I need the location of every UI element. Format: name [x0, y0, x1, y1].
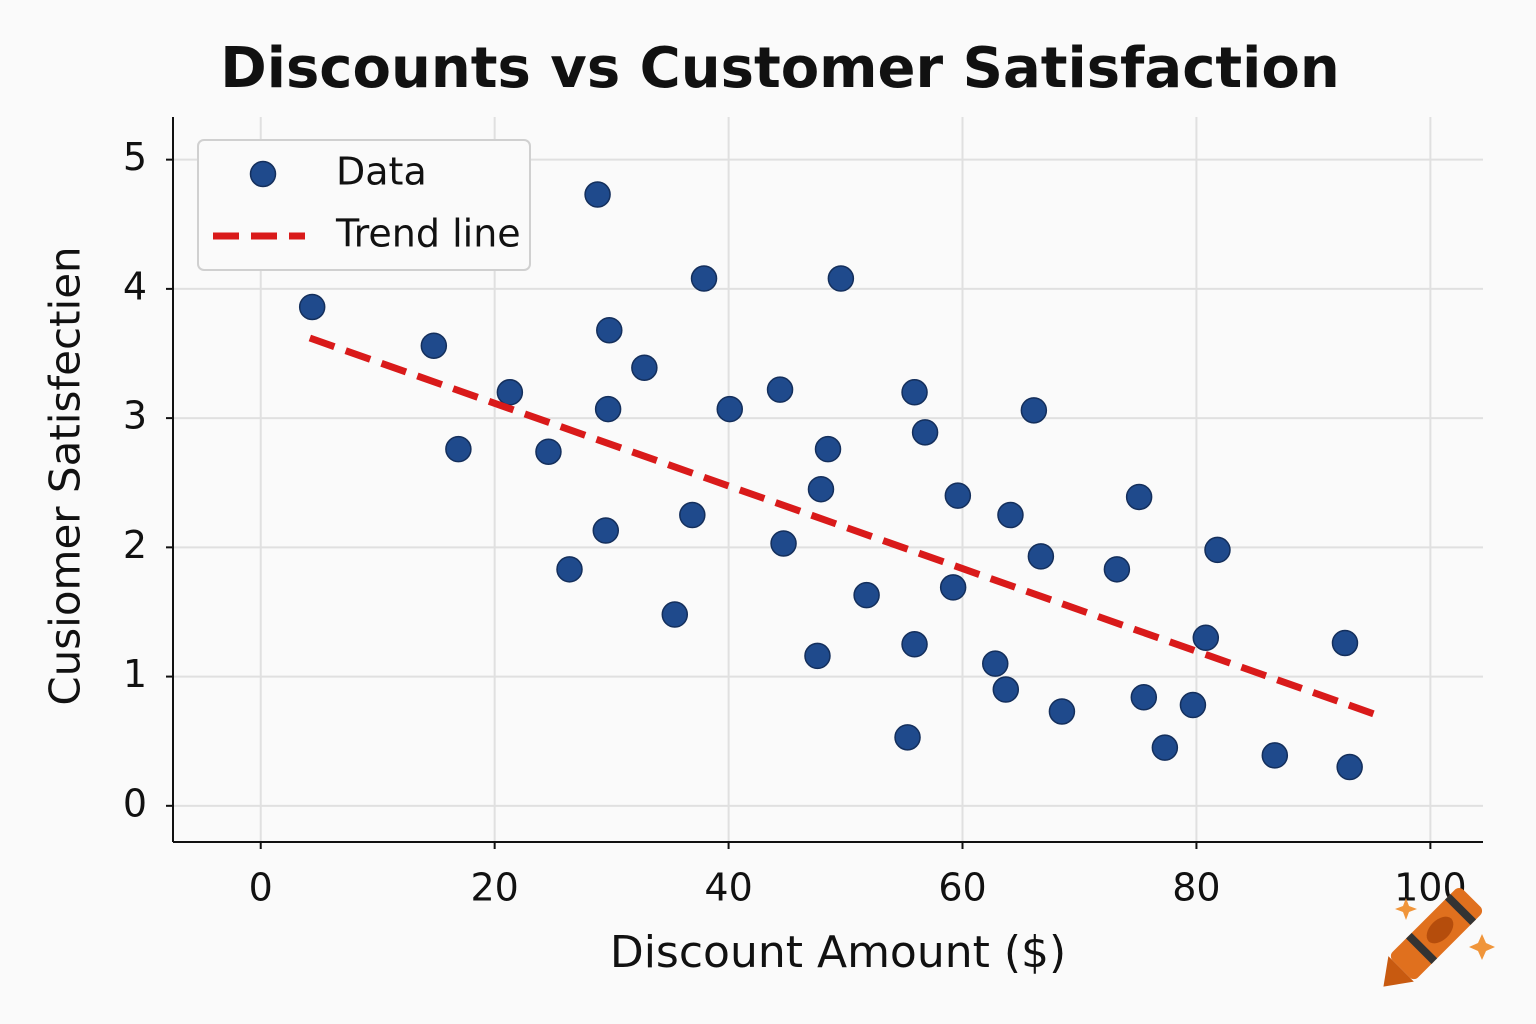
x-tick-label: 0	[249, 866, 273, 910]
data-point	[901, 631, 928, 658]
x-tick-label: 60	[938, 866, 986, 910]
data-point	[1204, 536, 1231, 564]
data-point	[853, 581, 880, 609]
x-tick-label: 20	[470, 866, 518, 910]
y-tick-label: 3	[123, 394, 147, 438]
data-point	[1192, 624, 1220, 652]
crayon-icon	[1383, 887, 1483, 987]
data-point	[592, 517, 620, 544]
y-tick-label: 1	[123, 652, 147, 696]
data-point	[1261, 742, 1289, 769]
x-tick-label: 40	[704, 866, 752, 910]
data-point	[997, 501, 1024, 529]
data-point	[1048, 698, 1076, 725]
chart-title: Discounts vs Customer Satisfaction	[220, 36, 1339, 101]
data-point	[716, 395, 743, 423]
data-point	[982, 650, 1009, 677]
data-point	[770, 530, 797, 557]
y-tick-label: 5	[123, 135, 147, 179]
legend-label: Trend line	[335, 212, 521, 256]
y-tick-label: 4	[123, 264, 147, 308]
data-point	[661, 601, 689, 628]
sparkle	[1395, 898, 1417, 920]
y-tick-label: 0	[123, 781, 147, 825]
data-point	[827, 265, 855, 292]
data-point	[944, 482, 972, 509]
data-point	[556, 556, 583, 583]
data-point	[939, 574, 967, 601]
data-point	[420, 332, 448, 359]
sparkle	[1469, 934, 1495, 960]
x-tick-label: 80	[1172, 866, 1220, 910]
data-point	[496, 379, 524, 406]
data-point	[901, 379, 928, 406]
data-point	[535, 438, 562, 465]
data-point	[894, 724, 921, 751]
data-point	[1151, 734, 1179, 761]
data-point	[1179, 691, 1207, 719]
legend-label: Data	[336, 150, 427, 194]
data-point	[1103, 556, 1131, 583]
data-point	[814, 435, 842, 463]
legend-swatch	[249, 160, 277, 188]
data-point	[1336, 753, 1363, 781]
data-point	[992, 676, 1020, 703]
data-point	[766, 376, 794, 403]
data-point	[1027, 543, 1055, 570]
data-point	[594, 395, 622, 423]
data-point	[807, 475, 835, 503]
data-point	[1125, 483, 1153, 511]
y-axis-label: Cusiomer Satisfectien	[41, 246, 90, 705]
data-point	[911, 419, 939, 446]
data-point	[804, 642, 831, 670]
data-point	[445, 435, 472, 463]
data-point	[584, 181, 611, 208]
y-tick-label: 2	[123, 523, 147, 567]
data-point	[1130, 684, 1158, 711]
data-point	[298, 293, 326, 321]
data-point	[690, 265, 718, 292]
data-point	[596, 316, 623, 344]
data-point	[679, 501, 706, 529]
data-point	[631, 354, 658, 381]
data-point	[1020, 397, 1048, 424]
legend-box	[197, 139, 531, 271]
x-axis-label: Discount Amount ($)	[610, 927, 1066, 978]
data-point	[1331, 629, 1359, 657]
